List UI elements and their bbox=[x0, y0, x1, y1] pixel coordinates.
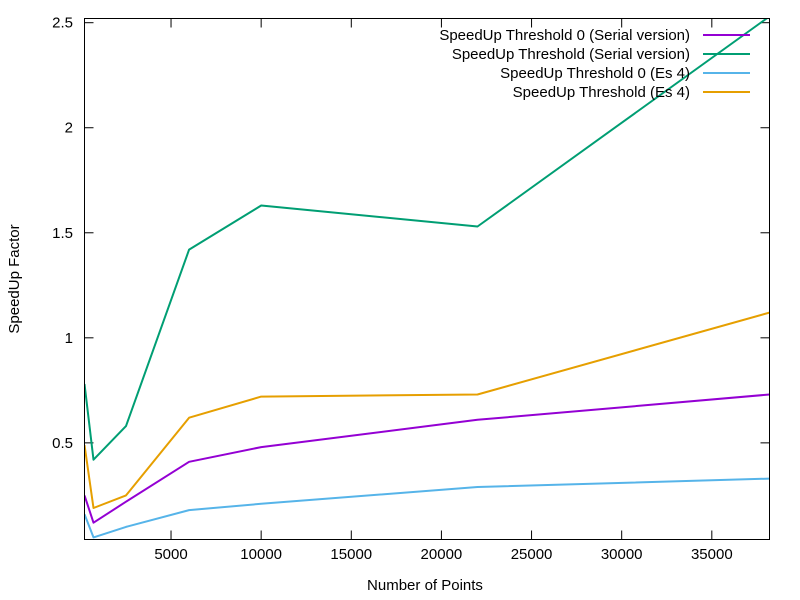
legend-label-4: SpeedUp Threshold (Es 4) bbox=[513, 84, 690, 101]
y-tick-label: 1.5 bbox=[52, 225, 73, 242]
plot-frame bbox=[84, 18, 770, 540]
legend-label-2: SpeedUp Threshold (Serial version) bbox=[452, 46, 690, 63]
x-tick-label: 25000 bbox=[511, 546, 553, 563]
series-line-2 bbox=[84, 18, 769, 461]
x-tick-label: 20000 bbox=[421, 546, 463, 563]
x-tick-label: 35000 bbox=[691, 546, 733, 563]
legend: SpeedUp Threshold 0 (Serial version) Spee… bbox=[439, 27, 750, 101]
legend-label-1: SpeedUp Threshold 0 (Serial version) bbox=[439, 27, 690, 44]
x-tick-label: 10000 bbox=[240, 546, 282, 563]
x-tick-label: 30000 bbox=[601, 546, 643, 563]
axis-ticks: 5000 10000 15000 20000 25000 30000 35000 0.5 1 1.… bbox=[52, 15, 770, 563]
x-axis-label: Number of Points bbox=[367, 577, 483, 594]
series-line-3 bbox=[84, 477, 770, 539]
series-line-4 bbox=[84, 311, 770, 509]
series-lines bbox=[84, 18, 770, 539]
y-tick-label: 2.5 bbox=[52, 15, 73, 32]
series-line-1 bbox=[84, 393, 770, 524]
y-tick-label: 2 bbox=[65, 120, 73, 137]
y-tick-label: 0.5 bbox=[52, 435, 73, 452]
x-tick-label: 15000 bbox=[330, 546, 372, 563]
x-tick-label: 5000 bbox=[154, 546, 187, 563]
y-axis-label: SpeedUp Factor bbox=[6, 224, 23, 333]
y-tick-label: 1 bbox=[65, 330, 73, 347]
legend-label-3: SpeedUp Threshold 0 (Es 4) bbox=[500, 65, 690, 82]
